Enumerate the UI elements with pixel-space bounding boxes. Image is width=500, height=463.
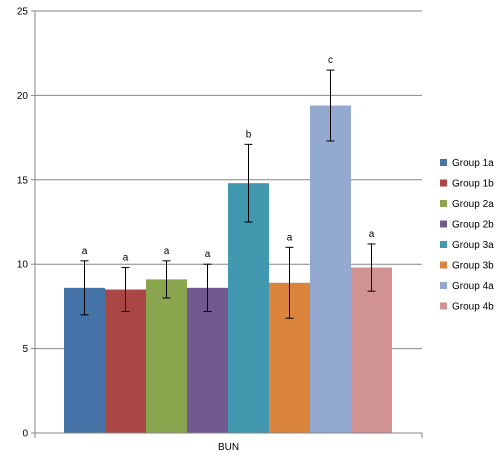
y-tick-label: 25 bbox=[17, 7, 29, 18]
significance-label-group-1a: a bbox=[82, 246, 88, 257]
legend-label-group-1b: Group 1b bbox=[452, 179, 494, 190]
bar-group-3a bbox=[228, 183, 269, 433]
legend-label-group-3a: Group 3a bbox=[452, 240, 494, 251]
legend-label-group-3b: Group 3b bbox=[452, 261, 494, 272]
bar-group-1b bbox=[105, 289, 146, 433]
y-tick-label: 0 bbox=[22, 429, 28, 440]
significance-label-group-1b: a bbox=[123, 253, 129, 264]
y-axis-ticks: 0 5 10 15 20 25 bbox=[17, 7, 423, 440]
bars bbox=[64, 105, 392, 433]
legend-label-group-2b: Group 2b bbox=[452, 220, 494, 231]
legend-label-group-2a: Group 2a bbox=[452, 199, 494, 210]
legend-swatch-group-4b bbox=[440, 302, 447, 310]
bar-group-2a bbox=[146, 279, 187, 433]
legend-label-group-4b: Group 4b bbox=[452, 302, 494, 313]
significance-label-group-4a: c bbox=[328, 55, 333, 66]
significance-label-group-2b: a bbox=[205, 249, 211, 260]
significance-labels: a a a a b a c a bbox=[82, 55, 375, 263]
legend-swatch-group-1b bbox=[440, 179, 447, 187]
legend-label-group-1a: Group 1a bbox=[452, 158, 494, 169]
bar-group-4b bbox=[351, 267, 392, 433]
legend-swatch-group-2b bbox=[440, 220, 447, 228]
significance-label-group-4b: a bbox=[369, 229, 375, 240]
y-tick-label: 20 bbox=[17, 91, 29, 102]
bar-group-2b bbox=[187, 287, 228, 433]
x-category-label: BUN bbox=[218, 442, 239, 453]
y-tick-label: 5 bbox=[22, 344, 28, 355]
legend-swatch-group-3a bbox=[440, 241, 447, 248]
bar-group-4a bbox=[310, 105, 351, 433]
y-tick-label: 10 bbox=[17, 260, 29, 271]
legend-label-group-4a: Group 4a bbox=[452, 281, 494, 292]
error-bars bbox=[80, 69, 376, 319]
legend-swatch-group-1a bbox=[440, 159, 447, 166]
y-tick-label: 15 bbox=[17, 175, 29, 186]
legend-swatch-group-4a bbox=[440, 282, 447, 289]
legend-swatch-group-3b bbox=[440, 261, 447, 269]
significance-label-group-2a: a bbox=[164, 246, 170, 257]
significance-label-group-3a: b bbox=[246, 129, 252, 140]
legend-swatch-group-2a bbox=[440, 200, 447, 207]
significance-label-group-3b: a bbox=[287, 232, 293, 243]
legend: Group 1a Group 1b Group 2a Group 2b Group 3a… bbox=[440, 158, 494, 313]
